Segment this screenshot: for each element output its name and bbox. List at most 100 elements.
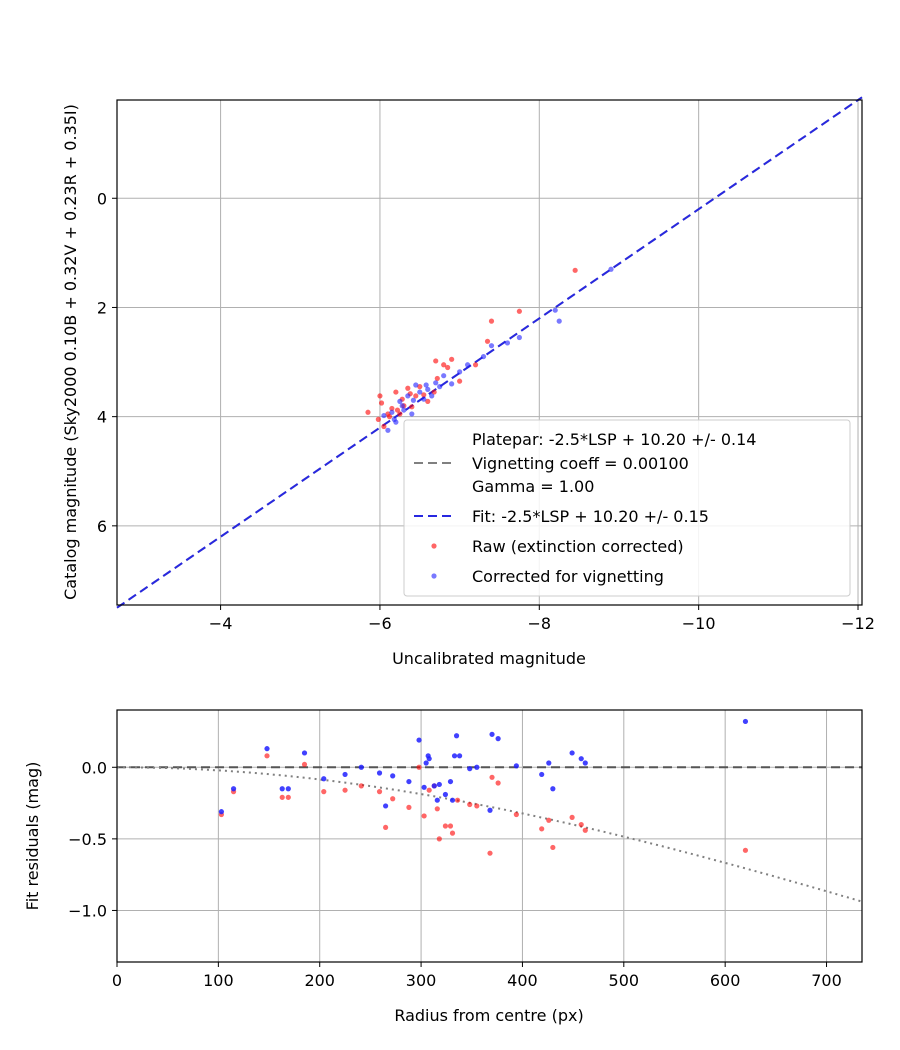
bottom-ticks: 0 100 200 300 400 500 600 700 0.0 −0.5 −1.0 <box>68 758 842 990</box>
corrected-residual-point <box>582 760 588 766</box>
raw-point <box>375 416 381 422</box>
bottom-x-axis-label: Radius from centre (px) <box>394 1006 583 1025</box>
corrected-residual-point <box>426 756 432 762</box>
raw-residual-point <box>434 806 440 812</box>
raw-point <box>516 308 522 314</box>
corrected-residual-point <box>321 776 327 782</box>
corrected-residual-point <box>423 760 429 766</box>
corrected-point <box>421 396 427 402</box>
corrected-point <box>385 427 391 433</box>
legend-platepar-line-1: Platepar: -2.5*LSP + 10.20 +/- 0.14 <box>472 430 756 449</box>
corrected-point <box>381 412 387 419</box>
corrected-point <box>410 397 417 403</box>
top-legend: Platepar: -2.5*LSP + 10.20 +/- 0.14 Vign… <box>403 419 851 597</box>
corrected-point <box>399 403 405 409</box>
raw-point <box>472 362 479 368</box>
top-ticks: −4 −6 −8 −10 −12 0 2 4 6 <box>97 189 875 633</box>
corrected-residual-point <box>431 783 437 789</box>
corrected-point <box>608 266 614 272</box>
corrected-residual-point <box>279 786 285 792</box>
raw-residual-point <box>358 783 364 789</box>
legend-fit-label: Fit: -2.5*LSP + 10.20 +/- 0.15 <box>472 507 709 526</box>
raw-residual-point <box>539 826 545 832</box>
raw-point <box>409 404 415 410</box>
corrected-point <box>437 384 443 390</box>
raw-residual-point <box>569 814 575 820</box>
corrected-point <box>449 381 455 387</box>
corrected-residual-point <box>358 764 364 770</box>
legend-box <box>403 419 851 597</box>
raw-point <box>378 400 385 406</box>
raw-residual-point <box>301 761 308 768</box>
bottom-y-tick-label: 0.0 <box>82 758 107 777</box>
fit-line <box>116 96 863 609</box>
top-y-tick-label: 2 <box>97 298 107 317</box>
corrected-residual-point <box>406 778 412 785</box>
bottom-y-tick-label: −0.5 <box>68 830 107 849</box>
corrected-residual-point <box>285 786 291 792</box>
bottom-scatter-points <box>218 718 749 856</box>
raw-point <box>445 364 451 371</box>
raw-point <box>431 389 437 395</box>
corrected-residual-point <box>434 797 440 803</box>
raw-point <box>457 378 463 384</box>
top-fit-lines <box>116 96 863 609</box>
raw-residual-point <box>449 830 456 836</box>
corrected-residual-point <box>489 731 495 737</box>
bottom-y-tick-label: −1.0 <box>68 901 107 920</box>
bottom-y-axis-label: Fit residuals (mag) <box>23 762 42 911</box>
raw-point <box>421 392 427 398</box>
raw-residual-point <box>454 797 461 803</box>
raw-point <box>434 375 440 382</box>
raw-point <box>572 267 578 273</box>
top-y-tick-label: 6 <box>97 517 107 536</box>
top-plot-frame <box>116 99 863 606</box>
raw-point <box>484 338 491 344</box>
legend-corrected-label: Corrected for vignetting <box>472 567 664 586</box>
corrected-residual-point <box>742 718 749 725</box>
raw-point <box>449 356 455 362</box>
raw-point <box>389 405 395 412</box>
raw-point <box>433 358 439 364</box>
corrected-residual-point <box>550 786 556 792</box>
corrected-point <box>488 343 495 349</box>
raw-residual-point <box>436 836 442 842</box>
raw-point <box>397 411 403 417</box>
raw-residual-point <box>383 824 389 831</box>
raw-point <box>405 385 411 391</box>
corrected-point <box>425 386 431 392</box>
raw-residual-point <box>550 844 556 851</box>
corrected-residual-point <box>342 771 348 778</box>
corrected-residual-point <box>376 770 383 776</box>
corrected-residual-point <box>456 753 463 759</box>
vignetting-curve <box>117 766 863 903</box>
top-x-tick-label: −12 <box>841 614 875 633</box>
corrected-residual-point <box>546 760 552 766</box>
legend-raw-label: Raw (extinction corrected) <box>472 537 684 556</box>
bottom-x-tick-label: 500 <box>609 971 640 990</box>
corrected-residual-point <box>416 737 422 743</box>
corrected-point <box>391 416 397 422</box>
corrected-point <box>389 409 395 415</box>
top-x-tick-label: −4 <box>209 614 233 633</box>
top-y-tick-label: 4 <box>97 408 107 427</box>
bottom-x-tick-label: 100 <box>203 971 234 990</box>
corrected-point <box>405 393 411 399</box>
legend-platepar-line-2: Vignetting coeff = 0.00100 <box>472 454 689 473</box>
corrected-residual-point <box>495 736 501 742</box>
raw-residual-point <box>578 821 584 828</box>
raw-residual-point <box>264 753 270 759</box>
raw-point <box>441 362 447 368</box>
raw-residual-point <box>390 796 396 802</box>
corrected-residual-point <box>449 797 456 803</box>
top-y-axis-label: Catalog magnitude (Sky2000 0.10B + 0.32V… <box>61 104 80 600</box>
corrected-residual-point <box>487 807 493 813</box>
top-x-tick-label: −6 <box>368 614 392 633</box>
raw-residual-point <box>285 794 291 800</box>
raw-residual-point <box>495 780 501 786</box>
raw-point <box>365 409 371 415</box>
corrected-residual-point <box>390 773 396 779</box>
corrected-residual-point <box>383 803 389 809</box>
